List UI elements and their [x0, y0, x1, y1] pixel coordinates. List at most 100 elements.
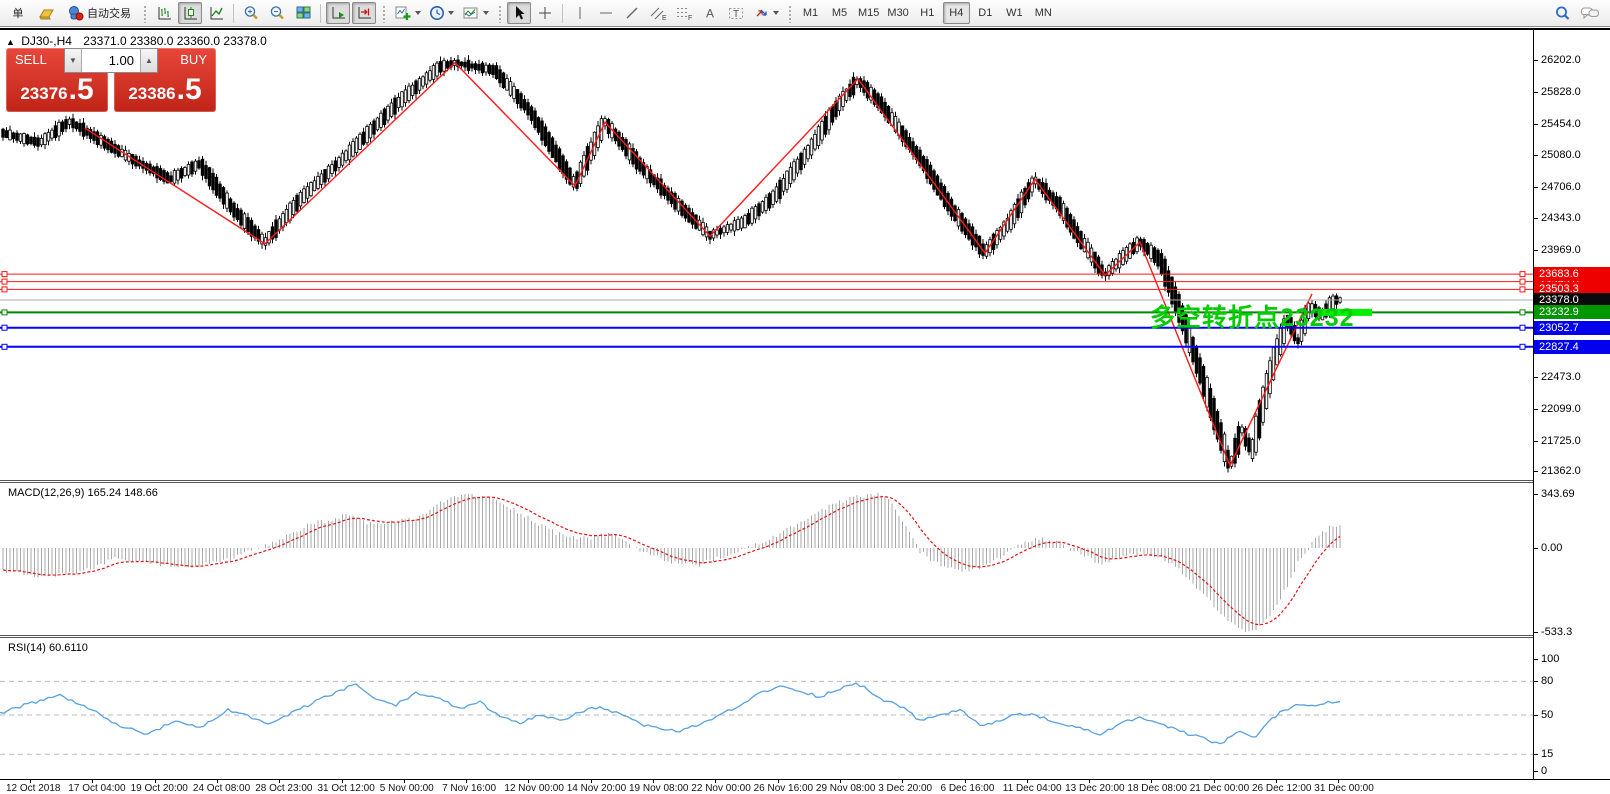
text-label-button[interactable]: T: [724, 2, 748, 24]
trendline-button[interactable]: [620, 2, 644, 24]
time-axis-tick: [902, 780, 904, 783]
timeframe-toolbar: M1 M5 M15 M30 H1 H4 D1 W1 MN: [796, 2, 1058, 24]
autotrading-button[interactable]: 自动交易: [61, 2, 137, 24]
time-axis-label: 17 Oct 04:00: [68, 783, 126, 794]
auto-scroll-button[interactable]: [326, 2, 350, 24]
timeframe-h1-button[interactable]: H1: [920, 7, 935, 19]
svg-text:F: F: [688, 15, 692, 21]
vertical-line-button[interactable]: [568, 2, 592, 24]
candlestick-chart-button[interactable]: [178, 2, 202, 24]
crosshair-button[interactable]: [533, 2, 557, 24]
rsi-pane[interactable]: [0, 638, 1533, 779]
pane-splitter[interactable]: [0, 480, 1610, 483]
chart-title: ▲ DJ30-,H4 23371.0 23380.0 23360.0 23378…: [6, 34, 267, 48]
zoom-out-button[interactable]: [265, 2, 289, 24]
time-axis-tick: [216, 780, 218, 783]
time-axis-tick: [1151, 780, 1153, 783]
time-axis-tick: [1026, 780, 1028, 783]
time-axis-tick: [1338, 780, 1340, 783]
time-axis-label: 12 Nov 00:00: [504, 783, 564, 794]
price-axis[interactable]: 26202.0 25828.0 25454.0 25080.0 24706.0 24343…: [1533, 30, 1610, 794]
timeframe-m1-button[interactable]: M1: [802, 7, 819, 19]
price-tick-label: 26202.0: [1541, 54, 1581, 66]
arrows-tool-button[interactable]: [750, 2, 782, 24]
time-axis-tick: [341, 780, 343, 783]
equidistant-channel-icon: E: [650, 7, 667, 21]
timeframe-m5-button[interactable]: M5: [831, 7, 848, 19]
search-button[interactable]: [1551, 2, 1575, 24]
tile-windows-button[interactable]: [291, 2, 315, 24]
timeframe-d1-button[interactable]: D1: [978, 7, 993, 19]
macd-indicator-label: MACD(12,26,9) 165.24 148.66: [8, 487, 158, 499]
price-tick-label: 22099.0: [1541, 403, 1581, 415]
tile-windows-icon: [296, 6, 310, 19]
time-axis-tick: [528, 780, 530, 783]
time-axis-tick: [279, 780, 281, 783]
candlestick-chart-icon: [184, 7, 197, 20]
rsi-scale-label: 50: [1541, 709, 1554, 721]
collapse-arrow-icon[interactable]: ▲: [6, 37, 15, 47]
add-indicator-button[interactable]: [391, 2, 424, 24]
level-price-tag: 23683.6: [1534, 267, 1610, 281]
ohlc-values: 23371.0 23380.0 23360.0 23378.0: [83, 34, 267, 48]
main-chart[interactable]: [0, 30, 1533, 480]
rsi-indicator-label: RSI(14) 60.6110: [8, 642, 88, 654]
level-price-tag: 23503.3: [1534, 282, 1610, 296]
price-tick-label: 25828.0: [1541, 86, 1581, 98]
chart-annotation-text[interactable]: 多空转折点23232: [1150, 304, 1355, 332]
toolbar-grip: [381, 3, 386, 23]
price-tick-label: 24706.0: [1541, 181, 1581, 193]
time-axis-label: 26 Dec 12:00: [1252, 783, 1312, 794]
time-axis-label: 31 Dec 00:00: [1314, 783, 1374, 794]
chart-shift-button[interactable]: [352, 2, 376, 24]
timeframe-mn-button[interactable]: MN: [1034, 7, 1052, 19]
time-axis-tick: [1276, 780, 1277, 783]
one-click-trading-panel: SELL 23376.5 BUY 23386.5 ▼ ▲: [6, 48, 216, 112]
fibonacci-button[interactable]: F: [672, 2, 696, 24]
vertical-line-icon: [579, 7, 581, 19]
time-axis-label: 7 Nov 16:00: [442, 783, 497, 794]
rsi-scale-label: 100: [1541, 653, 1560, 665]
timeframe-m30-button[interactable]: M30: [887, 7, 909, 19]
periods-button[interactable]: [426, 2, 457, 24]
timeframe-w1-button[interactable]: W1: [1006, 7, 1023, 19]
toolbar-grip: [497, 3, 502, 23]
volume-increase-button[interactable]: ▲: [140, 49, 157, 72]
volume-input[interactable]: [82, 49, 140, 72]
zoom-out-icon: [270, 6, 284, 20]
time-axis-label: 6 Dec 16:00: [940, 783, 995, 794]
buy-label: BUY: [180, 52, 207, 67]
zoom-in-button[interactable]: [239, 2, 263, 24]
time-axis-label: 24 Oct 08:00: [192, 783, 251, 794]
chat-button[interactable]: [1577, 2, 1603, 24]
horizontal-line-button[interactable]: [594, 2, 618, 24]
sell-price: 23376.5: [20, 73, 94, 106]
time-axis[interactable]: 12 Oct 2018 17 Oct 04:00 19 Oct 20:00 24 Oc…: [0, 779, 1610, 794]
cursor-button[interactable]: [507, 2, 531, 24]
price-tick-label: 25080.0: [1541, 149, 1581, 161]
line-chart-button[interactable]: [204, 2, 228, 24]
time-axis-label: 22 Nov 00:00: [691, 783, 751, 794]
time-axis-tick: [92, 780, 94, 783]
macd-scale-label: 343.69: [1541, 488, 1575, 500]
timeframe-m15-button[interactable]: M15: [858, 7, 880, 19]
macd-pane[interactable]: [0, 483, 1533, 635]
time-axis-tick: [154, 780, 156, 783]
equidistant-channel-button[interactable]: E: [646, 2, 670, 24]
time-axis-tick: [715, 780, 717, 783]
bar-chart-button[interactable]: [152, 2, 176, 24]
rsi-scale-label: 15: [1541, 748, 1554, 760]
crosshair-icon: [539, 7, 551, 19]
time-axis-label: 19 Nov 08:00: [629, 783, 689, 794]
pane-splitter[interactable]: [0, 635, 1610, 638]
text-tool-button[interactable]: A: [698, 2, 722, 24]
gold-ingot-icon-button[interactable]: [35, 2, 59, 24]
volume-decrease-button[interactable]: ▼: [65, 49, 82, 72]
sell-button[interactable]: SELL 23376.5: [6, 48, 108, 112]
time-axis-tick: [653, 780, 654, 783]
price-tick-label: 22473.0: [1541, 371, 1581, 383]
timeframe-h4-button[interactable]: H4: [942, 2, 970, 24]
bar-chart-icon: [158, 7, 171, 20]
new-order-button[interactable]: 单: [3, 2, 33, 24]
templates-button[interactable]: [459, 2, 492, 24]
